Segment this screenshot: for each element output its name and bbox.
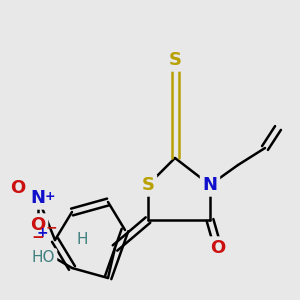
Text: −: − xyxy=(32,230,44,245)
Text: S: S xyxy=(142,176,154,194)
Text: HO: HO xyxy=(32,250,55,266)
Text: −: − xyxy=(46,220,58,234)
Text: O: O xyxy=(11,179,26,197)
Text: +: + xyxy=(45,190,56,202)
Text: O: O xyxy=(30,216,46,234)
Text: O: O xyxy=(210,239,226,257)
Text: H: H xyxy=(76,232,88,247)
Text: N: N xyxy=(31,189,46,207)
Text: N: N xyxy=(202,176,217,194)
Text: S: S xyxy=(169,51,182,69)
Text: +: + xyxy=(36,226,48,240)
